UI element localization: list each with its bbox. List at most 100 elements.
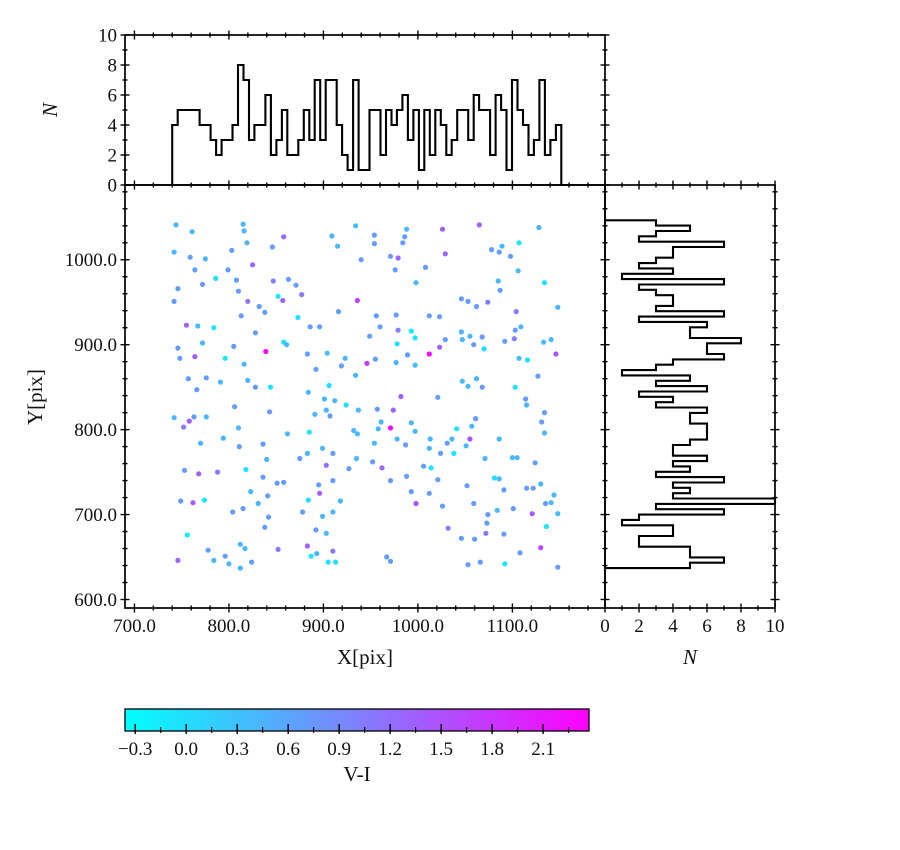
scatter-point <box>199 340 206 346</box>
scatter-point <box>264 456 270 462</box>
scatter-point <box>242 545 248 552</box>
x-tick-label: 800.0 <box>208 616 251 637</box>
scatter-point <box>248 489 254 495</box>
scatter-point <box>354 431 360 437</box>
scatter-point <box>497 287 503 293</box>
scatter-point <box>240 221 246 227</box>
scatter-point <box>469 423 475 429</box>
scatter-point <box>393 359 399 366</box>
scatter-point <box>199 281 206 287</box>
scatter-point <box>313 527 319 533</box>
colorbar-tick-label: 0.3 <box>225 739 249 760</box>
scatter-point <box>240 506 246 512</box>
righthist-tick-label: 0 <box>600 616 610 637</box>
scatter-point <box>479 384 485 390</box>
right-hist-frame <box>604 184 776 609</box>
scatter-point <box>555 564 561 570</box>
scatter-point <box>379 465 385 471</box>
scatter-point <box>551 492 557 498</box>
scatter-point <box>477 559 483 565</box>
scatter-point <box>438 450 444 456</box>
scatter-point <box>284 431 291 437</box>
scatter-point <box>484 520 490 526</box>
scatter-point <box>184 532 190 538</box>
scatter-point <box>532 460 538 466</box>
scatter-point <box>211 325 217 331</box>
righthist-tick-label: 10 <box>766 616 785 637</box>
scatter-point <box>249 559 255 565</box>
x-tick-label: 700.0 <box>113 616 156 637</box>
scatter-point <box>393 312 399 318</box>
scatter-point <box>515 268 521 274</box>
scatter-point <box>194 387 200 393</box>
scatter-point <box>501 487 507 493</box>
scatter-point <box>512 384 518 390</box>
scatter-point <box>513 309 519 315</box>
scatter-point <box>306 429 312 435</box>
scatter-point <box>442 251 448 257</box>
tophist-tick-label: 6 <box>108 86 118 107</box>
scatter-point <box>190 500 196 506</box>
main-axes-frame <box>124 184 606 609</box>
colorbar-tick-label: 0.0 <box>174 739 198 760</box>
scatter-point <box>403 442 409 448</box>
scatter-point <box>502 338 508 344</box>
scatter-point <box>260 474 266 480</box>
scatter-point <box>476 222 482 228</box>
scatter-point <box>171 249 177 255</box>
scatter-point <box>458 329 464 335</box>
scatter-point <box>263 348 269 355</box>
scatter-point <box>343 402 349 408</box>
scatter-point <box>465 562 471 568</box>
scatter-point <box>285 276 292 282</box>
scatter-point <box>509 455 515 461</box>
tophist-tick-label: 4 <box>108 116 118 137</box>
scatter-point <box>205 547 211 553</box>
scatter-point <box>319 445 326 451</box>
scatter-point <box>451 450 457 456</box>
top-hist-frame <box>124 34 606 186</box>
scatter-point <box>181 424 187 430</box>
scatter-point <box>458 535 464 541</box>
scatter-point <box>426 445 432 451</box>
scatter-point <box>304 543 310 549</box>
scatter-point <box>413 280 419 286</box>
scatter-point <box>512 327 518 333</box>
scatter-point <box>555 304 561 310</box>
scatter-point <box>237 565 243 571</box>
scatter-point <box>449 436 455 442</box>
x-tick-label: 1100.0 <box>487 616 539 637</box>
x-tick-label: 900.0 <box>302 616 345 637</box>
scatter-point <box>482 455 488 462</box>
scatter-point <box>464 483 470 489</box>
scatter-point <box>235 425 241 431</box>
scatter-point <box>471 500 477 507</box>
scatter-point <box>245 298 251 304</box>
scatter-point <box>213 275 219 281</box>
scatter-point <box>222 553 228 559</box>
colorbar-tick-label: 1.2 <box>378 739 402 760</box>
scatter-point <box>312 411 318 417</box>
scatter-point <box>371 241 377 247</box>
scatter-point <box>325 559 331 565</box>
scatter-point <box>281 479 287 485</box>
y-tick-label: 900.0 <box>74 335 117 356</box>
scatter-point <box>317 490 323 496</box>
scatter-point <box>266 514 272 520</box>
scatter-point <box>548 500 554 506</box>
scatter-point <box>335 243 341 249</box>
scatter-point <box>236 444 242 450</box>
scatter-point <box>270 278 276 284</box>
scatter-point <box>330 509 336 515</box>
scatter-point <box>171 415 177 421</box>
scatter-point <box>541 410 548 416</box>
tophist-tick-label: 2 <box>108 146 118 167</box>
scatter-point <box>467 333 473 339</box>
scatter-point <box>412 428 418 434</box>
scatter-point <box>387 425 394 431</box>
scatter-point <box>459 378 465 384</box>
righthist-tick-label: 4 <box>668 616 678 637</box>
scatter-point <box>297 455 303 462</box>
